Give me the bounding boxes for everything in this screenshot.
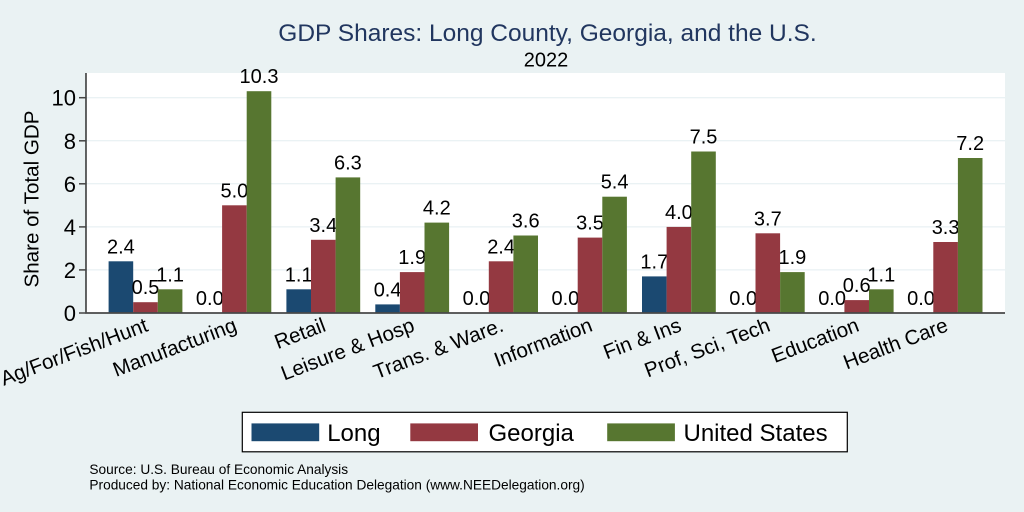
- svg-text:2022: 2022: [524, 50, 569, 72]
- svg-text:0.0: 0.0: [196, 288, 224, 310]
- svg-text:Georgia: Georgia: [489, 420, 575, 447]
- svg-text:3.5: 3.5: [576, 213, 604, 235]
- svg-text:0.0: 0.0: [551, 288, 579, 310]
- svg-text:8: 8: [64, 129, 76, 154]
- svg-text:4: 4: [64, 215, 76, 240]
- svg-text:10.3: 10.3: [240, 66, 279, 88]
- svg-text:0.0: 0.0: [907, 288, 935, 310]
- svg-text:5.0: 5.0: [220, 180, 248, 202]
- svg-text:0.0: 0.0: [463, 288, 491, 310]
- svg-text:0.4: 0.4: [374, 279, 402, 301]
- svg-text:2: 2: [64, 258, 76, 283]
- svg-text:1.1: 1.1: [867, 264, 895, 286]
- svg-text:0.6: 0.6: [843, 275, 871, 297]
- svg-text:2.4: 2.4: [107, 236, 135, 258]
- svg-text:0.0: 0.0: [729, 288, 757, 310]
- svg-text:3.7: 3.7: [754, 208, 782, 230]
- svg-text:Long: Long: [327, 420, 380, 447]
- svg-text:0: 0: [64, 301, 76, 326]
- svg-text:3.4: 3.4: [309, 215, 337, 237]
- svg-text:Source: U.S. Bureau of Economi: Source: U.S. Bureau of Economic Analysis: [89, 462, 348, 477]
- svg-text:3.6: 3.6: [512, 211, 540, 233]
- svg-text:United States: United States: [684, 420, 828, 447]
- svg-text:4.0: 4.0: [665, 202, 693, 224]
- svg-text:5.4: 5.4: [601, 172, 629, 194]
- svg-text:7.5: 7.5: [690, 127, 718, 149]
- svg-text:0.0: 0.0: [818, 288, 846, 310]
- svg-text:6: 6: [64, 172, 76, 197]
- svg-text:1.1: 1.1: [156, 264, 184, 286]
- svg-text:Produced by: National Economic: Produced by: National Economic Education…: [89, 478, 584, 493]
- svg-text:1.9: 1.9: [398, 247, 426, 269]
- svg-text:1.7: 1.7: [640, 251, 668, 273]
- svg-text:Share of Total GDP: Share of Total GDP: [21, 110, 44, 287]
- svg-text:2.4: 2.4: [487, 236, 515, 258]
- svg-text:0.5: 0.5: [132, 277, 160, 299]
- svg-text:1.1: 1.1: [285, 264, 313, 286]
- svg-text:GDP Shares: Long County, Georg: GDP Shares: Long County, Georgia, and th…: [278, 20, 816, 47]
- svg-text:6.3: 6.3: [334, 152, 362, 174]
- svg-text:3.3: 3.3: [932, 217, 960, 239]
- svg-text:7.2: 7.2: [956, 133, 984, 155]
- svg-text:10: 10: [52, 86, 76, 111]
- svg-text:4.2: 4.2: [423, 198, 451, 220]
- svg-text:1.9: 1.9: [778, 247, 806, 269]
